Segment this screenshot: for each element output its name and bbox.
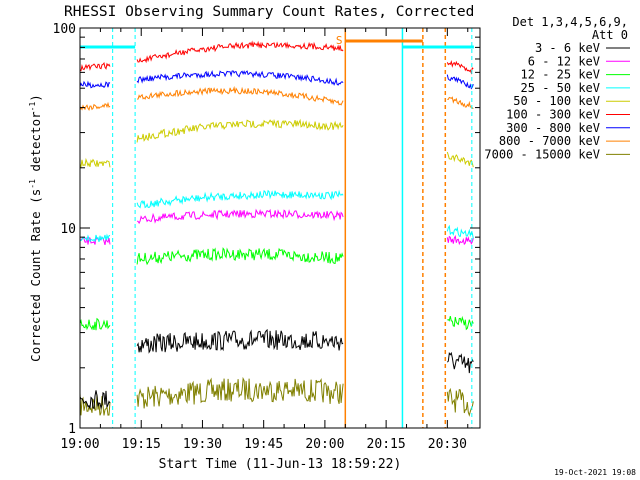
x-tick-label: 19:15 <box>122 437 161 452</box>
series-line <box>79 247 474 331</box>
y-tick-label: 100 <box>53 22 76 37</box>
x-tick-label: 20:15 <box>367 437 406 452</box>
legend-label: 3 - 6 keV <box>535 41 600 55</box>
series-line <box>79 189 474 243</box>
x-tick-label: 20:30 <box>428 437 467 452</box>
y-axis-label: Corrected Count Rate (s-1 detector-1) <box>28 94 43 362</box>
series-line <box>79 70 474 90</box>
series-line <box>79 118 474 169</box>
saa-flag-label: S <box>336 34 343 47</box>
x-tick-label: 20:00 <box>305 437 344 452</box>
legend-label: 25 - 50 keV <box>521 81 600 95</box>
series-line <box>79 40 474 75</box>
y-axis-label-sup2: -1 <box>28 102 37 112</box>
chart-title: RHESSI Observing Summary Count Rates, Co… <box>64 4 474 20</box>
series-line <box>79 328 474 410</box>
x-tick-label: 19:00 <box>60 437 99 452</box>
y-axis-label-main: Corrected Count Rate (s <box>28 189 43 362</box>
legend-label: 7000 - 15000 keV <box>484 147 600 161</box>
legend-label: 100 - 300 keV <box>506 108 600 122</box>
series-line <box>79 376 474 417</box>
legend-label: 12 - 25 keV <box>521 68 600 82</box>
footer-timestamp: 19-Oct-2021 19:08 <box>554 468 636 477</box>
y-axis-label-end: ) <box>28 94 43 102</box>
y-tick-label: 1 <box>68 422 76 437</box>
legend-label: 300 - 800 keV <box>506 121 600 135</box>
y-axis-label-mid: detector <box>28 111 43 179</box>
axis-ticks: 19:00 19:15 19:30 19:45 20:00 20:15 20:30 1 10 10… <box>53 22 480 452</box>
x-tick-label: 19:30 <box>183 437 222 452</box>
x-axis-label: Start Time (11-Jun-13 18:59:22) <box>159 457 402 472</box>
legend-header-2: Att 0 <box>592 28 628 42</box>
legend-label: 50 - 100 keV <box>513 94 600 108</box>
x-tick-label: 19:45 <box>244 437 283 452</box>
legend-label: 800 - 7000 keV <box>499 134 600 148</box>
legend-label: 6 - 12 keV <box>528 54 600 68</box>
series-line <box>79 208 474 246</box>
y-axis-label-sup1: -1 <box>28 179 37 189</box>
legend-header-1: Det 1,3,4,5,6,9, <box>512 15 628 29</box>
annotation-layer: S <box>80 28 474 428</box>
series-layer <box>79 40 474 417</box>
series-line <box>79 85 474 111</box>
y-tick-label: 10 <box>60 222 76 237</box>
